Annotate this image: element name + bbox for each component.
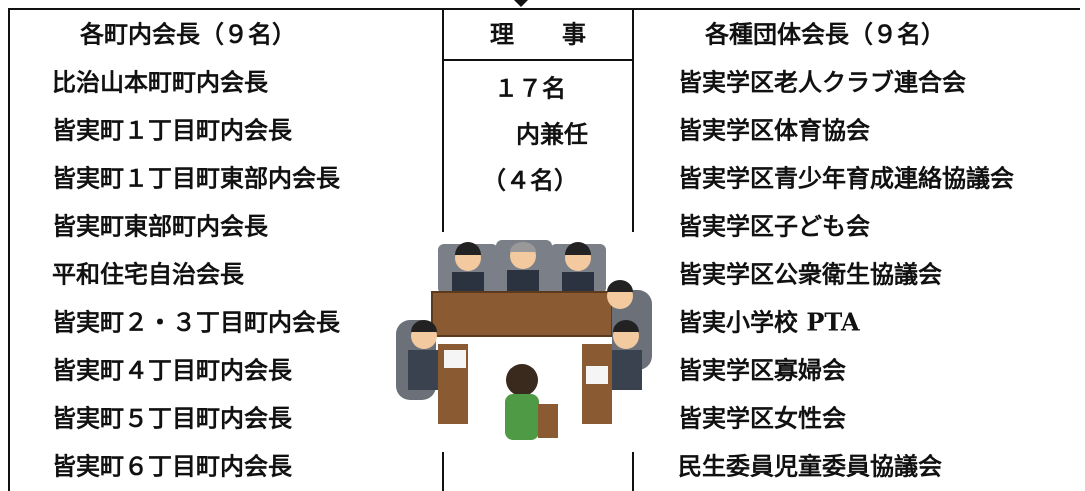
organization-name: 皆実学区青少年育成連絡協議会 <box>678 164 1014 193</box>
member-name: 皆実町１丁目町東部内会長 <box>52 164 341 193</box>
organization-name: 皆実学区子ども会 <box>678 212 870 241</box>
table-rules <box>8 0 1080 491</box>
organization-name: 皆実学区公衆衛生協議会 <box>678 260 942 289</box>
organization-name: 皆実学区体育協会 <box>678 116 870 145</box>
board-note: 内兼任 <box>516 120 588 149</box>
organization-name: 皆実小学校 PTA <box>678 308 860 337</box>
organization-name: 民生委員児童委員協議会 <box>678 452 942 481</box>
arrow-tip <box>514 0 528 7</box>
member-name: 平和住宅自治会長 <box>52 260 245 289</box>
column-header: 各町内会長（９名） <box>79 20 296 49</box>
table-cells: 各町内会長（９名） 理 事 各種団体会長（９名） 比治山本町町内会長皆実町１丁目… <box>52 20 1014 481</box>
member-name: 比治山本町町内会長 <box>52 68 269 97</box>
member-name: 皆実町４丁目町内会長 <box>52 356 293 385</box>
member-name: 皆実町５丁目町内会長 <box>52 404 293 433</box>
meeting-illustration <box>396 240 652 440</box>
organization-name: 皆実学区寡婦会 <box>678 356 846 385</box>
board-note: １７名 <box>494 74 566 103</box>
column-header: 各種団体会長（９名） <box>704 20 945 49</box>
organization-name: 皆実学区女性会 <box>678 404 846 433</box>
column-header: 理 事 <box>490 20 586 49</box>
member-name: 皆実町東部町内会長 <box>52 212 269 241</box>
organization-name: 皆実学区老人クラブ連合会 <box>678 68 966 97</box>
member-name: 皆実町１丁目町内会長 <box>52 116 293 145</box>
board-note: （４名） <box>482 166 578 195</box>
member-name: 皆実町６丁目町内会長 <box>52 452 293 481</box>
member-name: 皆実町２・３丁目町内会長 <box>52 308 341 337</box>
